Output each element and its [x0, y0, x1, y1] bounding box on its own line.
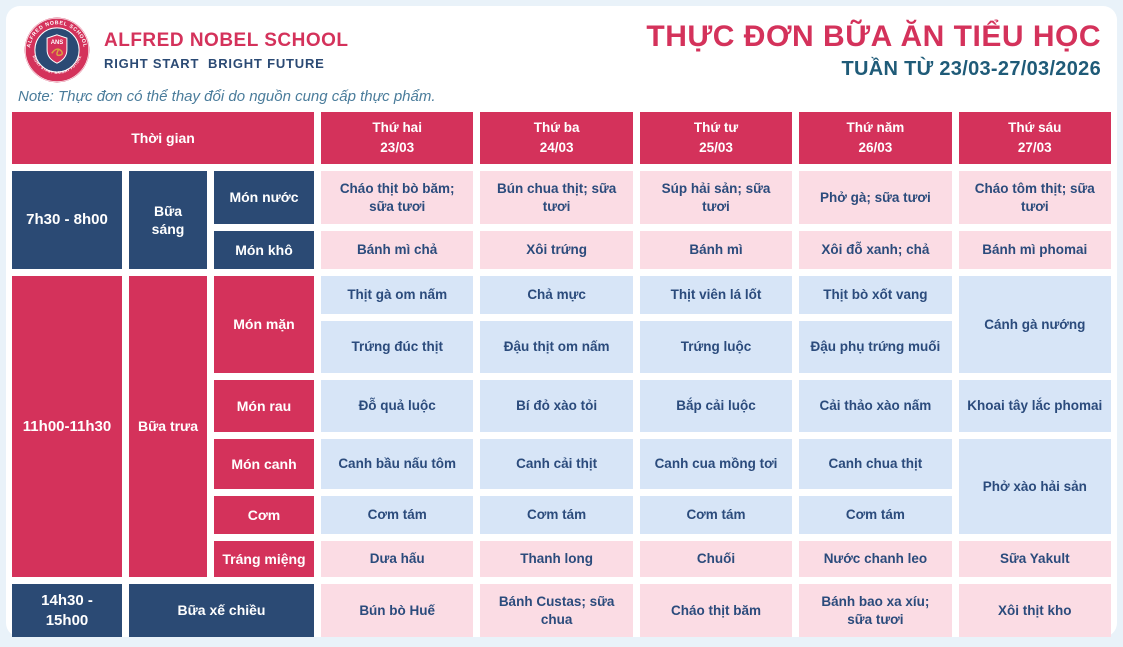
menu-cell: Phở gà; sữa tươi: [799, 171, 952, 224]
menu-cell: Cơm tám: [799, 496, 952, 534]
menu-cell: Canh cua mồng tơi: [639, 439, 793, 489]
breakfast-label: Bữa sáng: [129, 171, 207, 269]
menu-cell: Cải thảo xào nấm: [799, 380, 952, 432]
menu-cell: Bánh mì chả: [321, 231, 474, 269]
menu-note: Note: Thực đơn có thể thay đổi do nguồn …: [18, 88, 436, 105]
day-header-wednesday: Thứ tư 25/03: [639, 112, 793, 164]
menu-cell: Xôi thịt kho: [958, 584, 1111, 637]
day-date: 26/03: [858, 140, 893, 155]
menu-cell: Cơm tám: [321, 496, 474, 534]
category-com: Cơm: [214, 496, 314, 534]
category-trang-mieng: Tráng miệng: [214, 541, 314, 577]
menu-cell: Bí đỏ xào tỏi: [480, 380, 633, 432]
day-header-monday: Thứ hai 23/03: [321, 112, 474, 164]
menu-cell: Bánh bao xa xíu; sữa tươi: [799, 584, 952, 637]
menu-cell: Thịt gà om nấm: [321, 276, 474, 314]
category-mon-man: Món mặn: [214, 276, 314, 373]
menu-cell: Đỗ quả luộc: [321, 380, 474, 432]
menu-cell: Chuối: [639, 541, 793, 577]
lunch-label: Bữa trưa: [129, 276, 207, 577]
breakfast-time: 7h30 - 8h00: [12, 171, 122, 269]
day-name: Thứ năm: [846, 120, 905, 136]
menu-cell: Xôi trứng: [480, 231, 633, 269]
menu-cell: Bánh mì: [639, 231, 793, 269]
menu-cell: Bún bò Huế: [321, 584, 474, 637]
school-brand: ALFRED NOBEL SCHOOL RIGHT START BRIGHT F…: [24, 17, 349, 83]
day-name: Thứ hai: [372, 120, 422, 136]
menu-cell: Chả mực: [480, 276, 633, 314]
menu-cell: Thanh long: [480, 541, 633, 577]
menu-cell: Đậu thịt om nấm: [480, 321, 633, 373]
menu-cell: Xôi đỗ xanh; chả: [799, 231, 952, 269]
menu-cell: Cơm tám: [639, 496, 793, 534]
school-logo-icon: ALFRED NOBEL SCHOOL RIGHT START BRIGHT F…: [24, 17, 90, 83]
title-block: THỰC ĐƠN BỮA ĂN TIỂU HỌC TUẦN TỪ 23/03-2…: [646, 20, 1101, 81]
menu-cell: Bắp cải luộc: [639, 380, 793, 432]
menu-cell: Trứng đúc thịt: [321, 321, 474, 373]
day-date: 25/03: [699, 140, 733, 155]
logo-emblem-flourish: [51, 48, 63, 57]
menu-card: ALFRED NOBEL SCHOOL RIGHT START BRIGHT F…: [6, 6, 1117, 637]
day-header-tuesday: Thứ ba 24/03: [480, 112, 633, 164]
category-mon-canh: Món canh: [214, 439, 314, 489]
header-time-column: Thời gian: [12, 112, 314, 164]
day-date: 23/03: [380, 140, 415, 155]
page-title: THỰC ĐƠN BỮA ĂN TIỂU HỌC: [646, 19, 1101, 53]
menu-cell: Khoai tây lắc phomai: [958, 380, 1111, 432]
afternoon-time: 14h30 - 15h00: [12, 584, 122, 637]
day-name: Thứ ba: [533, 120, 580, 136]
afternoon-label: Bữa xế chiều: [129, 584, 314, 637]
menu-cell: Thịt viên lá lốt: [639, 276, 793, 314]
menu-cell: Trứng luộc: [639, 321, 793, 373]
time-header-label: Thời gian: [131, 129, 195, 146]
menu-cell: Bánh Custas; sữa chua: [480, 584, 633, 637]
menu-cell: Bún chua thịt; sữa tươi: [480, 171, 633, 224]
day-date: 27/03: [1017, 140, 1052, 155]
menu-cell: Súp hải sản; sữa tươi: [639, 171, 793, 224]
day-header-friday: Thứ sáu 27/03: [958, 112, 1111, 164]
menu-cell: Nước chanh leo: [799, 541, 952, 577]
school-name: ALFRED NOBEL SCHOOL: [104, 29, 349, 51]
menu-cell: Cháo tôm thịt; sữa tươi: [958, 171, 1111, 224]
menu-cell: Cháo thịt bò băm; sữa tươi: [321, 171, 474, 224]
category-mon-rau: Món rau: [214, 380, 314, 432]
lunch-time: 11h00-11h30: [12, 276, 122, 577]
school-motto: RIGHT START BRIGHT FUTURE: [104, 55, 325, 71]
menu-cell: Cơm tám: [480, 496, 633, 534]
menu-cell: Canh cải thịt: [480, 439, 633, 489]
brand-text: ALFRED NOBEL SCHOOL RIGHT START BRIGHT F…: [104, 30, 349, 71]
logo-shield-text: ANS: [51, 40, 64, 46]
menu-cell: Canh bầu nấu tôm: [321, 439, 474, 489]
page-header: ALFRED NOBEL SCHOOL RIGHT START BRIGHT F…: [12, 10, 1111, 88]
menu-cell: Sữa Yakult: [958, 541, 1111, 577]
menu-cell: Phở xào hải sản: [958, 439, 1111, 534]
menu-cell: Canh chua thịt: [799, 439, 952, 489]
day-header-thursday: Thứ năm 26/03: [799, 112, 952, 164]
menu-cell: Thịt bò xốt vang: [799, 276, 952, 314]
day-name: Thứ sáu: [1008, 120, 1062, 136]
menu-cell: Dưa hấu: [321, 541, 474, 577]
day-date: 24/03: [539, 140, 574, 155]
category-mon-kho: Món khô: [214, 231, 314, 269]
menu-cell: Cánh gà nướng: [958, 276, 1111, 373]
week-subtitle: TUẦN TỪ 23/03-27/03/2026: [841, 57, 1101, 80]
day-name: Thứ tư: [693, 120, 739, 136]
menu-cell: Đậu phụ trứng muối: [799, 321, 952, 373]
menu-table: Thời gian Thứ hai 23/03 Thứ ba 24/03 Thứ…: [12, 112, 1111, 637]
menu-cell: Cháo thịt băm: [639, 584, 793, 637]
menu-cell: Bánh mì phomai: [958, 231, 1111, 269]
category-mon-nuoc: Món nước: [214, 171, 314, 224]
